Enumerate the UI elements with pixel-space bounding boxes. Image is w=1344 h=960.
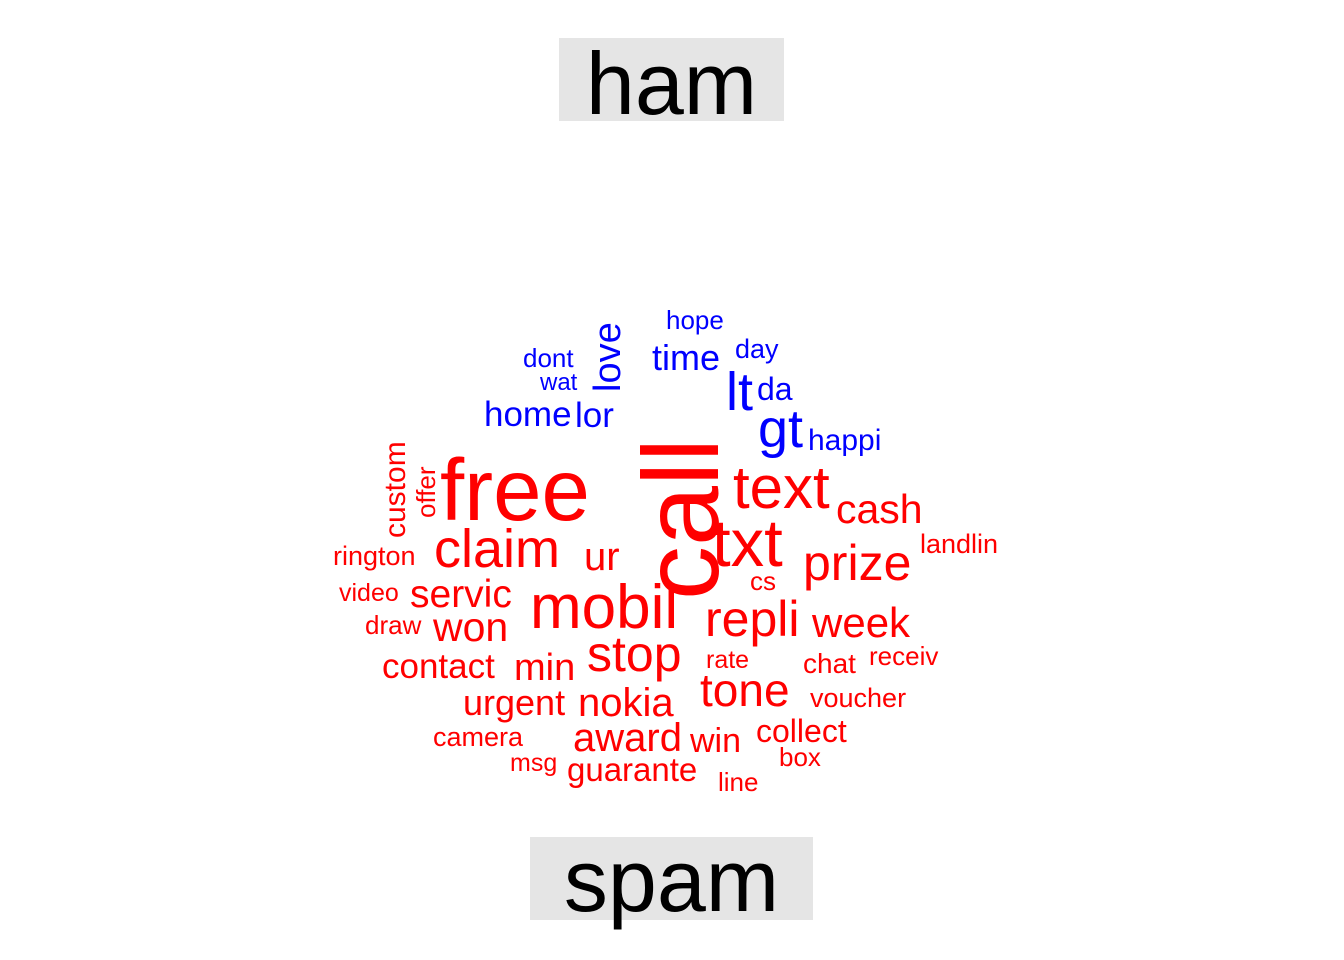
ham-word-da: da (757, 371, 793, 407)
spam-word-prize: prize (803, 535, 911, 591)
spam-word-claim: claim (434, 519, 560, 579)
ham-word-dont: dont (523, 343, 574, 373)
spam-word-win: win (689, 722, 741, 760)
spam-word-collect: collect (756, 713, 847, 749)
spam-word-camera: camera (433, 722, 524, 752)
ham-word-lt: lt (726, 362, 753, 422)
spam-group-label: spam (530, 837, 813, 925)
spam-word-landlin: landlin (920, 529, 998, 559)
spam-word-week: week (811, 599, 911, 646)
spam-word-tone: tone (700, 664, 790, 716)
spam-word-chat: chat (803, 648, 856, 679)
spam-word-rington: rington (333, 541, 416, 571)
spam-word-free: free (440, 442, 590, 539)
spam-word-stop: stop (587, 626, 682, 682)
spam-word-rate: rate (706, 646, 749, 674)
spam-word-nokia: nokia (578, 681, 674, 725)
spam-word-repli: repli (705, 591, 799, 647)
spam-word-video: video (339, 579, 399, 607)
spam-word-draw: draw (365, 610, 422, 640)
spam-word-box: box (779, 742, 821, 772)
ham-word-happi: happi (808, 424, 881, 457)
spam-word-mobil: mobil (530, 573, 678, 642)
ham-word-hope: hope (666, 305, 724, 335)
spam-word-custom: custom (379, 441, 412, 538)
spam-word-offer: offer (411, 466, 441, 518)
ham-word-love: love (587, 322, 629, 392)
ham-word-lor: lor (575, 396, 614, 435)
ham-group-label: ham (559, 38, 784, 128)
spam-word-cash: cash (836, 486, 923, 532)
spam-word-voucher: voucher (810, 683, 906, 713)
spam-word-won: won (432, 604, 508, 650)
spam-word-ur: ur (584, 535, 620, 579)
spam-word-cs: cs (750, 566, 776, 596)
spam-word-line: line (718, 767, 758, 797)
ham-word-gt: gt (758, 399, 803, 459)
spam-word-award: award (573, 716, 682, 760)
ham-word-home: home (484, 395, 572, 434)
spam-word-contact: contact (382, 647, 495, 686)
spam-word-min: min (514, 647, 575, 689)
spam-word-servic: servic (410, 573, 512, 616)
spam-word-receiv: receiv (869, 641, 938, 671)
ham-word-day: day (735, 334, 779, 364)
ham-word-time: time (652, 337, 720, 378)
spam-word-urgent: urgent (463, 682, 565, 723)
spam-word-call: call (620, 438, 741, 600)
spam-word-text: text (733, 454, 830, 521)
spam-word-msg: msg (510, 749, 557, 777)
spam-word-guarante: guarante (567, 751, 697, 788)
ham-word-wat: wat (539, 369, 578, 396)
spam-word-txt: txt (712, 506, 783, 581)
